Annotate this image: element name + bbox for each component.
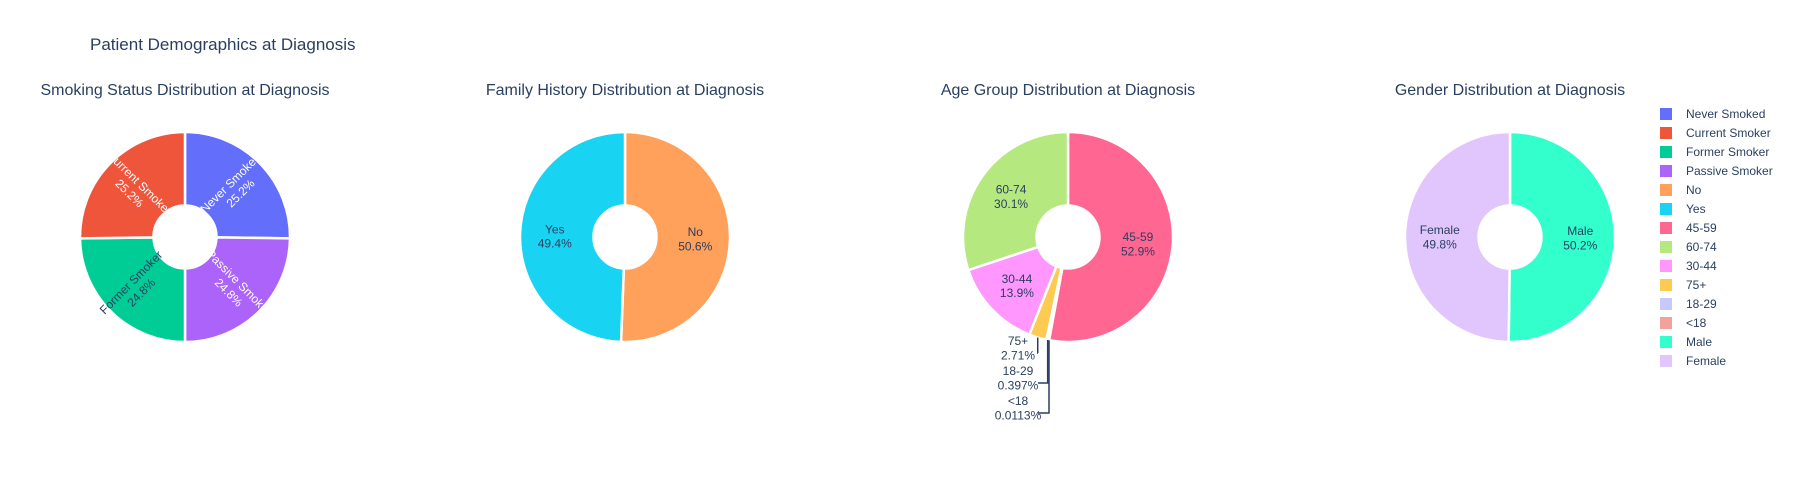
- legend-item-no[interactable]: No: [1660, 183, 1702, 197]
- subplot-title: Gender Distribution at Diagnosis: [1395, 82, 1625, 99]
- legend-label: 75+: [1686, 278, 1706, 292]
- legend-swatch: [1660, 203, 1672, 215]
- legend-label: Female: [1686, 354, 1726, 368]
- subplot-title: Smoking Status Distribution at Diagnosis: [40, 82, 329, 99]
- legend: Never Smoked Current Smoker Former Smoker P…: [1660, 107, 1773, 368]
- pie-slice-60-74[interactable]: [961, 130, 1070, 272]
- legend-item-female[interactable]: Female: [1660, 354, 1726, 368]
- legend-label: Yes: [1686, 202, 1706, 216]
- slice-label-18-29: 18-29 0.397%: [998, 364, 1039, 392]
- legend-swatch: [1660, 108, 1672, 120]
- slice-label-45-59: 45-59 52.9%: [1121, 230, 1155, 258]
- legend-label: No: [1686, 183, 1702, 197]
- pie-slice-current-smoker[interactable]: [78, 130, 187, 240]
- legend-item-male[interactable]: Male: [1660, 335, 1712, 349]
- legend-label: Male: [1686, 335, 1712, 349]
- slice-label-no: No 50.6%: [678, 225, 712, 253]
- legend-label: 60-74: [1686, 240, 1717, 254]
- legend-swatch: [1660, 317, 1672, 329]
- slice-label-30-44: 30-44 13.9%: [1000, 272, 1034, 300]
- pie-slice-yes[interactable]: [518, 130, 627, 344]
- pie-slice-no[interactable]: [619, 130, 732, 344]
- slice-label-under-18: <18 0.0113%: [995, 394, 1042, 422]
- slice-label-75-plus: 75+ 2.71%: [1001, 334, 1035, 362]
- legend-swatch: [1660, 127, 1672, 139]
- pie-chart-4: Gender Distribution at Diagnosis Male 50.2…: [1395, 82, 1625, 344]
- legend-label: Current Smoker: [1686, 126, 1771, 140]
- legend-label: Former Smoker: [1686, 145, 1769, 159]
- legend-item-yes[interactable]: Yes: [1660, 202, 1706, 216]
- legend-swatch: [1660, 241, 1672, 253]
- legend-item-former-smoker[interactable]: Former Smoker: [1660, 145, 1769, 159]
- slice-label-female: Female 49.8%: [1420, 223, 1460, 251]
- legend-swatch: [1660, 336, 1672, 348]
- pie-slice-former-smoker[interactable]: [78, 236, 187, 344]
- legend-swatch: [1660, 279, 1672, 291]
- slice-label-yes: Yes 49.4%: [538, 222, 572, 250]
- legend-item-60-74[interactable]: 60-74: [1660, 240, 1717, 254]
- pie-slice-30-44[interactable]: [966, 245, 1059, 337]
- legend-label: Passive Smoker: [1686, 164, 1773, 178]
- slice-label-male: Male 50.2%: [1563, 224, 1597, 252]
- legend-label: 30-44: [1686, 259, 1717, 273]
- pie-slice-female[interactable]: [1403, 130, 1512, 344]
- main-title: Patient Demographics at Diagnosis: [90, 35, 356, 54]
- pie-charts: Smoking Status Distribution at Diagnosis…: [40, 82, 1625, 422]
- legend-item-45-59[interactable]: 45-59: [1660, 221, 1717, 235]
- legend-swatch: [1660, 184, 1672, 196]
- pie-chart-2: Family History Distribution at Diagnosis…: [486, 82, 764, 344]
- legend-swatch: [1660, 355, 1672, 367]
- legend-swatch: [1660, 298, 1672, 310]
- legend-item-under-18[interactable]: <18: [1660, 316, 1707, 330]
- slice-label-60-74: 60-74 30.1%: [994, 182, 1028, 210]
- legend-swatch: [1660, 260, 1672, 272]
- legend-label: Never Smoked: [1686, 107, 1765, 121]
- legend-label: 18-29: [1686, 297, 1717, 311]
- legend-item-current-smoker[interactable]: Current Smoker: [1660, 126, 1771, 140]
- legend-item-30-44[interactable]: 30-44: [1660, 259, 1717, 273]
- legend-item-never-smoked[interactable]: Never Smoked: [1660, 107, 1765, 121]
- leader-line-under-18: [1038, 340, 1050, 414]
- subplot-title: Family History Distribution at Diagnosis: [486, 82, 764, 99]
- subplot-title: Age Group Distribution at Diagnosis: [941, 82, 1195, 99]
- pie-slice-passive-smoker[interactable]: [183, 236, 292, 344]
- pie-chart-3: Age Group Distribution at Diagnosis 45-59…: [941, 82, 1195, 422]
- pie-slice-male[interactable]: [1507, 130, 1617, 344]
- legend-item-18-29[interactable]: 18-29: [1660, 297, 1717, 311]
- pie-slice-45-59[interactable]: [1047, 130, 1175, 344]
- legend-swatch: [1660, 222, 1672, 234]
- legend-label: 45-59: [1686, 221, 1717, 235]
- pie-chart-1: Smoking Status Distribution at Diagnosis…: [40, 82, 330, 344]
- leader-line-18-29: [1038, 340, 1049, 384]
- legend-item-passive-smoker[interactable]: Passive Smoker: [1660, 164, 1773, 178]
- legend-swatch: [1660, 146, 1672, 158]
- legend-swatch: [1660, 165, 1672, 177]
- legend-item-75-plus[interactable]: 75+: [1660, 278, 1706, 292]
- pie-slice-never-smoked[interactable]: [183, 130, 292, 240]
- legend-label: <18: [1686, 316, 1707, 330]
